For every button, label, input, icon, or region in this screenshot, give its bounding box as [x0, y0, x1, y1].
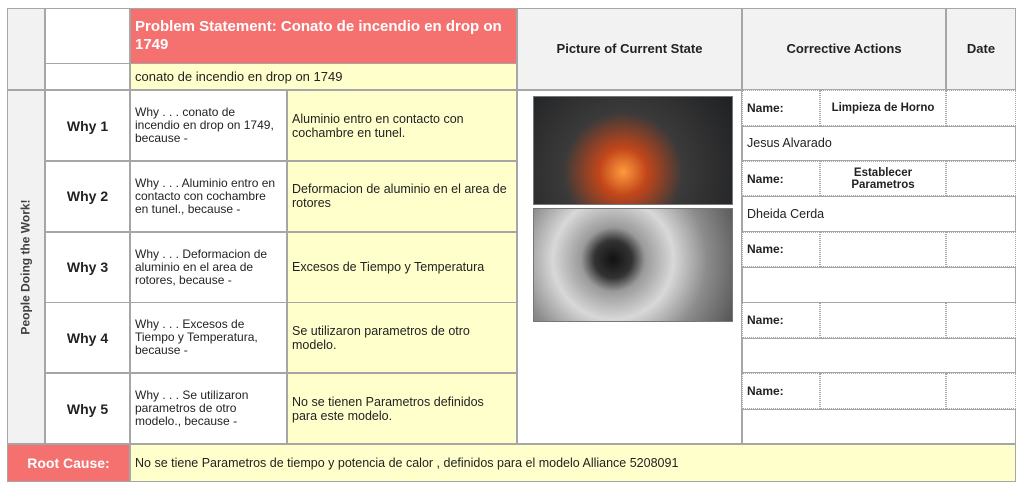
picture-cell [517, 90, 742, 444]
current-state-photo [533, 208, 733, 322]
why-answer: No se tienen Parametros definidos para e… [287, 373, 517, 445]
blank-cell [45, 8, 130, 64]
why-answer: Deformacion de aluminio en el area de ro… [287, 160, 517, 232]
why-question: Why . . . Deformacion de aluminio en el … [130, 231, 287, 303]
side-label-cell: People Doing the Work! [7, 90, 45, 444]
action-owner [742, 408, 1016, 445]
name-label: Name: [742, 373, 820, 409]
why-question: Why . . . conato de incendio en drop on … [130, 90, 287, 161]
current-state-photo [533, 96, 733, 205]
action-owner: Dheida Cerda [742, 196, 1016, 232]
root-cause-label: Root Cause: [7, 444, 130, 482]
corrective-action: Establecer Parametros [820, 160, 946, 197]
why-answer: Se utilizaron parametros de otro modelo. [287, 302, 517, 374]
why-answer: Aluminio entro en contacto con cochambre… [287, 90, 517, 161]
actions-header: Corrective Actions [742, 8, 946, 90]
date-cell [946, 90, 1016, 126]
name-label: Name: [742, 90, 820, 126]
why-label: Why 3 [45, 231, 130, 303]
why-question: Why . . . Se utilizaron parametros de ot… [130, 373, 287, 445]
corrective-action [820, 302, 946, 338]
why-label: Why 2 [45, 160, 130, 232]
date-cell [946, 231, 1016, 268]
corrective-action [820, 231, 946, 268]
corner-cell [7, 8, 45, 90]
blank-cell [45, 63, 130, 90]
why-question: Why . . . Excesos de Tiempo y Temperatur… [130, 302, 287, 374]
why-label: Why 4 [45, 302, 130, 374]
why-label: Why 5 [45, 373, 130, 445]
date-header: Date [946, 8, 1016, 90]
side-label: People Doing the Work! [19, 199, 33, 335]
why-question: Why . . . Aluminio entro en contacto con… [130, 160, 287, 232]
name-label: Name: [742, 302, 820, 338]
action-owner [742, 267, 1016, 303]
problem-statement: Problem Statement: Conato de incendio en… [130, 8, 517, 64]
root-cause-text: No se tiene Parametros de tiempo y poten… [130, 444, 1016, 482]
why-answer: Excesos de Tiempo y Temperatura [287, 231, 517, 303]
corrective-action [820, 373, 946, 409]
action-owner [742, 337, 1016, 374]
why-label: Why 1 [45, 90, 130, 161]
problem-detail: conato de incendio en drop on 1749 [130, 63, 517, 90]
date-cell [946, 302, 1016, 338]
name-label: Name: [742, 160, 820, 197]
date-cell [946, 373, 1016, 409]
corrective-action: Limpieza de Horno [820, 90, 946, 126]
picture-header: Picture of Current State [517, 8, 742, 90]
action-owner: Jesus Alvarado [742, 125, 1016, 161]
date-cell [946, 160, 1016, 197]
name-label: Name: [742, 231, 820, 268]
